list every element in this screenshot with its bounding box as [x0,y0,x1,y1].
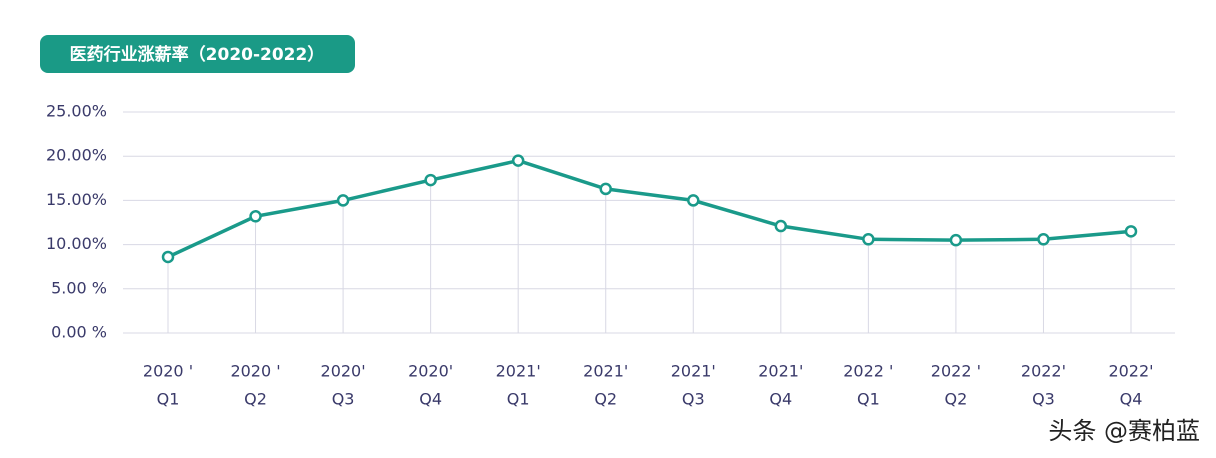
x-tick-label: Q2 [594,390,617,409]
y-tick-label: 20.00% [46,146,107,165]
y-tick-label: 25.00% [46,102,107,121]
y-tick-label: 15.00% [46,190,107,209]
x-tick-label: Q4 [1120,390,1143,409]
x-tick-label: 2022' [1021,362,1066,381]
x-tick-label: 2020 ' [230,362,280,381]
point [511,154,525,167]
point [687,194,700,207]
x-tick-label: 2020 ' [143,362,193,381]
y-tick-label: 5.00 % [51,278,107,297]
x-tick-label: 2020' [408,362,453,381]
x-tick-label: 2021' [671,362,716,381]
point [336,194,350,207]
point [1124,225,1138,238]
watermark: 头条 @赛柏蓝 [1048,417,1200,445]
x-tick-label: Q2 [945,390,968,409]
point [161,250,175,264]
title-box [40,35,355,73]
x-tick-label: 2021' [496,362,541,381]
x-tick-label: 2022' [1108,362,1153,381]
x-tick-label: Q4 [419,390,442,409]
point [424,173,437,187]
x-tick-label: Q4 [769,390,792,409]
point [949,233,963,247]
point [249,210,262,223]
x-tick-label: Q1 [507,390,530,409]
x-tick-label: 2021' [758,362,803,381]
y-tick-label: 10.00% [46,234,107,253]
point [1037,233,1050,246]
point [862,233,875,246]
x-tick-label: Q3 [332,390,355,409]
y-tick-label: 0.00 % [51,323,107,342]
x-tick-label: 2020' [321,362,366,381]
x-tick-label: Q3 [682,390,705,409]
x-tick-label: Q1 [857,390,880,409]
point [599,182,612,196]
x-tick-label: Q3 [1032,390,1055,409]
x-tick-label: 2022 ' [931,362,981,381]
x-tick-label: Q2 [244,390,267,409]
x-tick-label: 2021' [583,362,628,381]
x-tick-label: Q1 [157,390,180,409]
line [167,158,1132,259]
chart-title: 医药行业涨薪率（2020-2022） [70,44,325,65]
x-tick-label: 2022 ' [843,362,893,381]
point [774,219,788,233]
